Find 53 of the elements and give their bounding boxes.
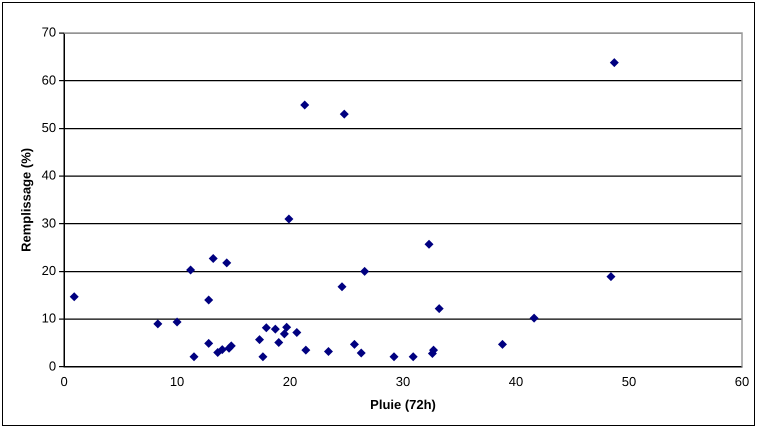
y-tick-label: 50 <box>42 120 56 135</box>
point <box>258 352 268 362</box>
point <box>360 266 370 276</box>
point <box>610 58 619 68</box>
point <box>172 317 182 326</box>
x-axis-title: Pluie (72h) <box>370 396 436 412</box>
point <box>389 352 398 362</box>
point <box>292 328 302 337</box>
point <box>204 296 214 305</box>
point <box>280 329 289 338</box>
x-tick-label: 20 <box>282 374 298 390</box>
x-tick-label: 10 <box>170 374 184 390</box>
point <box>338 282 347 292</box>
y-tick-label: 40 <box>42 168 56 183</box>
x-tick-label: 30 <box>396 374 410 390</box>
point <box>340 110 349 119</box>
point <box>356 348 366 358</box>
point <box>270 324 280 334</box>
point <box>186 266 196 274</box>
point <box>218 345 227 354</box>
point <box>255 335 264 344</box>
point <box>408 352 418 362</box>
point <box>530 314 539 323</box>
point <box>300 100 310 110</box>
point <box>208 254 218 264</box>
point <box>262 323 271 332</box>
point <box>70 292 79 302</box>
point <box>324 347 333 356</box>
point <box>190 352 198 362</box>
point <box>434 304 444 314</box>
y-tick-label: 30 <box>42 215 56 230</box>
y-axis-title: Remplissage (%) <box>18 148 34 252</box>
point <box>153 319 162 328</box>
point <box>284 214 294 224</box>
point <box>204 338 214 348</box>
y-tick-label: 10 <box>42 310 56 326</box>
y-tick-label: 60 <box>42 72 56 88</box>
y-tick-label: 20 <box>42 263 56 278</box>
point <box>424 240 434 249</box>
point <box>282 322 292 332</box>
y-tick-label: 70 <box>42 24 56 40</box>
point <box>606 272 616 282</box>
x-tick-label: 0 <box>60 374 68 390</box>
point <box>226 341 236 350</box>
x-tick-label: 60 <box>734 374 750 390</box>
x-tick-label: 50 <box>622 374 636 390</box>
point <box>350 340 359 349</box>
point <box>498 340 507 349</box>
point <box>222 258 232 268</box>
point <box>274 338 284 347</box>
y-tick-label: 0 <box>48 358 56 374</box>
x-tick-label: 40 <box>508 374 524 390</box>
point <box>301 346 310 355</box>
